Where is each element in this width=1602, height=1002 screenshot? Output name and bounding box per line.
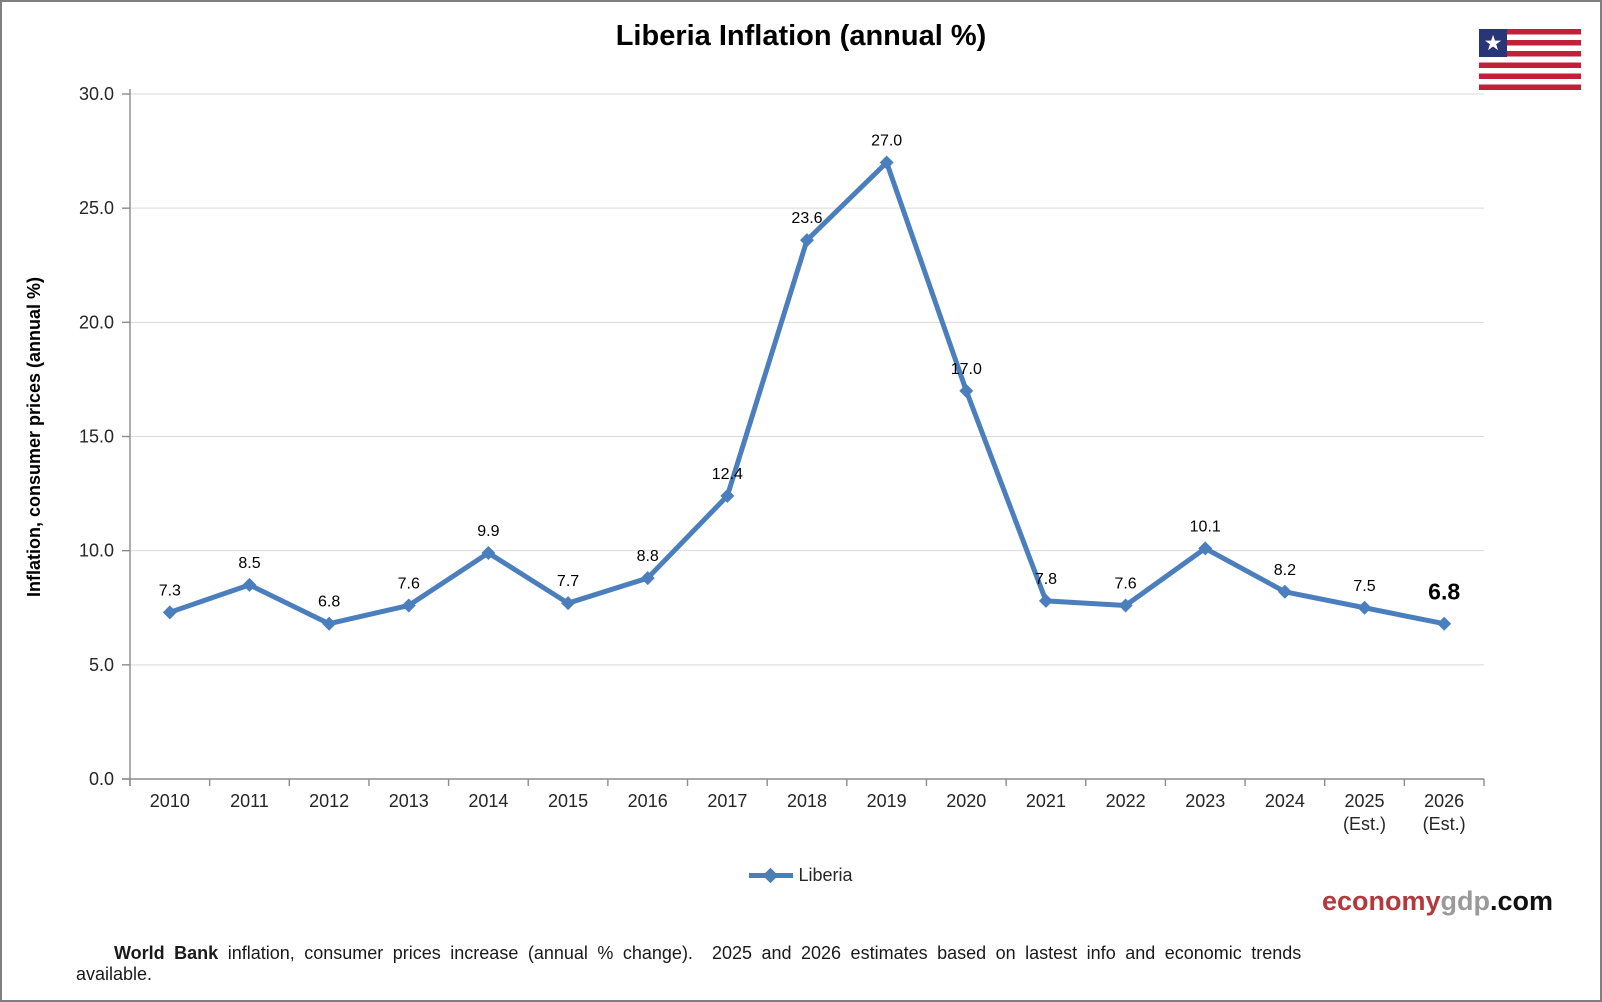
x-tick-label: 2020 — [946, 791, 986, 811]
flag-canton: ★ — [1479, 29, 1507, 57]
x-tick-label: 2014 — [468, 791, 508, 811]
data-point-marker — [401, 598, 416, 613]
x-tick-label: 2026 (Est.) — [1423, 791, 1466, 834]
chart-title: Liberia Inflation (annual %) — [615, 20, 987, 52]
data-label: 7.3 — [159, 582, 181, 599]
x-tick-label: 2017 — [707, 791, 747, 811]
data-point-marker — [481, 545, 496, 560]
data-point-marker — [640, 571, 655, 586]
data-label: 7.5 — [1353, 578, 1375, 595]
x-tick-label: 2021 — [1026, 791, 1066, 811]
x-tick-label: 2010 — [150, 791, 190, 811]
data-point-marker — [162, 605, 177, 620]
data-label: 6.8 — [1428, 579, 1460, 605]
x-tick-label: 2015 — [548, 791, 588, 811]
data-point-marker — [879, 155, 894, 170]
x-tick-label: 2022 — [1106, 791, 1146, 811]
data-point-marker — [959, 383, 974, 398]
data-point-marker — [1198, 541, 1213, 556]
watermark: economygdp.com — [1322, 886, 1553, 917]
y-tick-label: 15.0 — [79, 427, 114, 447]
legend-diamond-icon — [763, 867, 779, 884]
star-icon: ★ — [1483, 31, 1503, 55]
y-tick-label: 5.0 — [89, 655, 114, 675]
data-point-marker — [1038, 593, 1053, 608]
data-point-marker — [1277, 584, 1292, 599]
data-label: 8.2 — [1274, 562, 1296, 579]
data-point-marker — [800, 233, 814, 248]
data-point-marker — [1357, 600, 1372, 615]
data-label: 23.6 — [791, 210, 822, 227]
y-tick-label: 10.0 — [79, 541, 114, 561]
data-label: 8.8 — [637, 548, 659, 565]
data-label: 17.0 — [951, 361, 982, 378]
data-point-marker — [561, 596, 576, 611]
x-tick-label: 2013 — [389, 791, 429, 811]
liberia-flag-icon: ★ — [1479, 29, 1581, 90]
y-tick-label: 20.0 — [79, 312, 114, 332]
footer-note: World Bank inflation, consumer prices in… — [76, 922, 1381, 1000]
x-tick-label: 2016 — [628, 791, 668, 811]
watermark-com: .com — [1489, 886, 1553, 916]
footer-text: inflation, consumer prices increase (ann… — [76, 943, 1311, 984]
legend: Liberia — [2, 865, 1600, 886]
data-point-marker — [720, 488, 735, 503]
x-tick-label: 2012 — [309, 791, 349, 811]
footer-source: World Bank — [114, 943, 219, 963]
x-tick-label: 2019 — [867, 791, 907, 811]
x-tick-label: 2024 — [1265, 791, 1305, 811]
legend-label: Liberia — [798, 865, 853, 885]
data-label: 12.4 — [712, 466, 743, 483]
y-tick-label: 30.0 — [79, 84, 114, 104]
y-tick-label: 25.0 — [79, 198, 114, 218]
data-point-marker — [1437, 616, 1452, 631]
watermark-economy: economy — [1321, 886, 1441, 916]
x-tick-label: 2018 — [787, 791, 827, 811]
data-label: 7.6 — [1114, 575, 1136, 592]
x-tick-label: 2023 — [1185, 791, 1225, 811]
data-label: 6.8 — [318, 594, 340, 611]
data-label: 8.5 — [238, 555, 260, 572]
data-point-marker — [322, 616, 337, 631]
series-line — [167, 160, 1447, 627]
legend-line-marker-icon — [749, 867, 794, 884]
data-point-marker — [1118, 598, 1133, 613]
y-tick-label: 0.0 — [89, 769, 114, 789]
data-label: 27.0 — [871, 133, 902, 150]
data-label: 7.6 — [398, 575, 420, 592]
x-tick-label: 2025 (Est.) — [1343, 791, 1386, 834]
data-label: 9.9 — [477, 523, 499, 540]
data-label: 7.7 — [557, 573, 579, 590]
data-point-marker — [242, 577, 257, 592]
data-label: 7.8 — [1035, 571, 1057, 588]
watermark-gdp: gdp — [1440, 886, 1490, 916]
data-label: 10.1 — [1190, 518, 1221, 535]
x-tick-label: 2011 — [230, 791, 269, 811]
